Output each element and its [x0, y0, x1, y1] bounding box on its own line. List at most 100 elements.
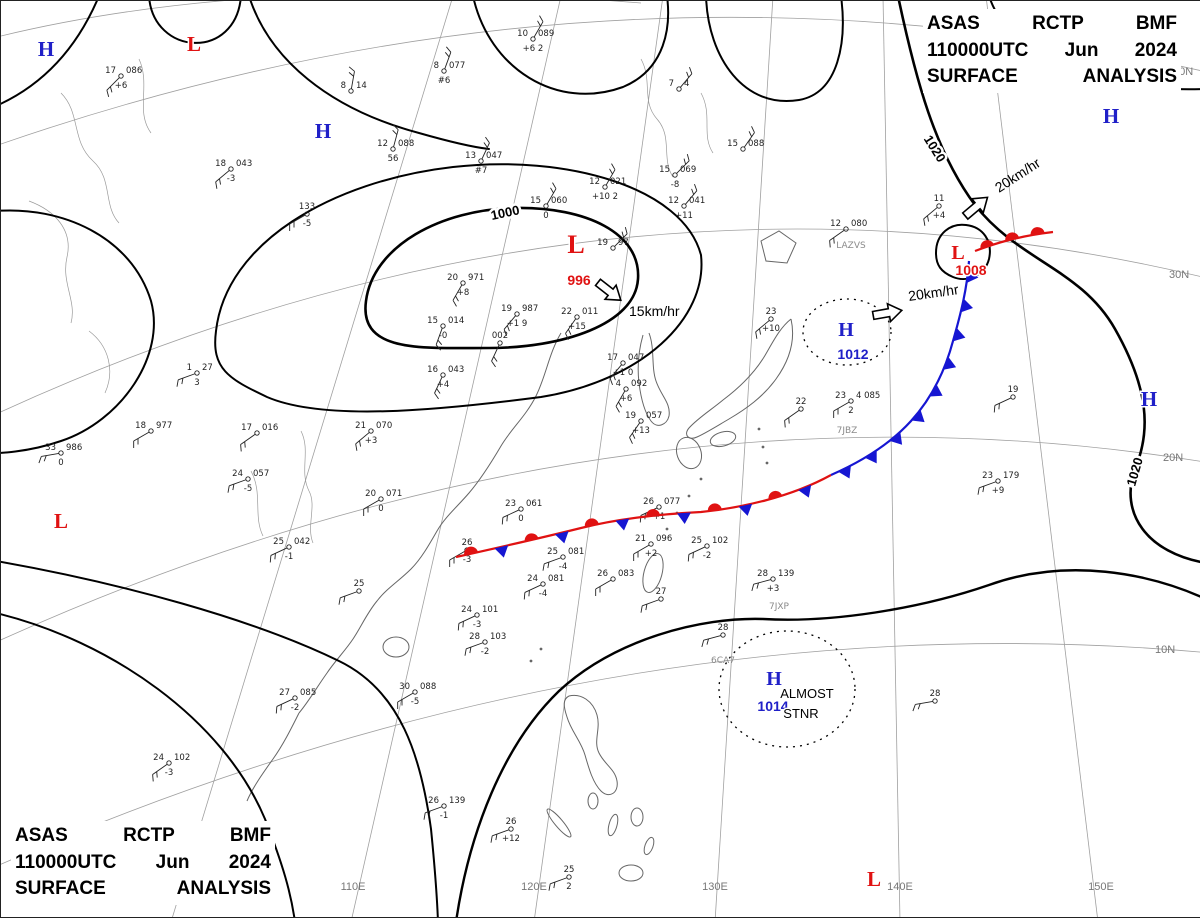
latitude-label: 30N: [1169, 269, 1189, 281]
warm-front-semicircle-icon: [1030, 227, 1045, 236]
wind-barb-tick-icon: [274, 553, 276, 560]
station-pressure-value: 077: [664, 497, 680, 507]
wind-barb-tick-icon: [611, 163, 616, 170]
wind-barb-tick-icon: [567, 329, 572, 335]
station-pressure-value: 971: [468, 273, 484, 283]
wind-barb-icon: [680, 73, 693, 88]
station-pressure-value: 077: [449, 61, 465, 71]
station-temp-value: 19: [625, 411, 636, 421]
isobar: [455, 569, 1200, 917]
station-circle-icon: [720, 632, 726, 638]
wind-barb-icon: [829, 229, 845, 241]
station-pressure-value: 069: [680, 165, 696, 175]
wind-barb-tick-icon: [269, 555, 272, 563]
chart-id-line: ASAS RCTP BMF: [15, 825, 271, 847]
wind-barb-tick-icon: [493, 356, 498, 362]
warm-front-semicircle-icon: [524, 533, 539, 542]
cold-front-triangle-icon: [864, 450, 877, 464]
station-pressure-value: 070: [376, 421, 392, 431]
low-pressure-symbol: L: [867, 867, 881, 891]
isobar-value-label: 1000: [489, 202, 520, 223]
wind-barb-tick-icon: [232, 484, 235, 491]
small-island-dot: [687, 494, 691, 498]
front-line: [974, 230, 1054, 253]
station-circle-icon: [518, 506, 524, 512]
wind-barb-tick-icon: [689, 66, 693, 74]
wind-barb-tick-icon: [759, 328, 761, 335]
station-temp-value: 21: [355, 421, 366, 431]
station-circle-icon: [148, 428, 154, 434]
station-plot: 25 2: [548, 865, 574, 892]
wind-barb-tick-icon: [244, 441, 246, 448]
isobar: [364, 206, 640, 350]
wind-barb-icon: [676, 160, 690, 174]
station-pressure-value: 047: [486, 151, 502, 161]
low-pressure-symbol: L: [54, 509, 68, 533]
station-temp-value: 26: [597, 569, 608, 579]
dashed-isobar: [802, 298, 892, 366]
wind-barb-icon: [614, 233, 628, 247]
station-plot: 12 088 56: [377, 124, 414, 164]
station-circle-icon: [497, 340, 503, 346]
wind-barb-icon: [444, 52, 452, 70]
warm-front-semicircle-icon: [584, 518, 599, 527]
wind-barb-icon: [629, 422, 641, 438]
station-temp-value: 21: [635, 534, 646, 544]
wind-barb-tick-icon: [240, 444, 242, 452]
station-pressure-value: 139: [449, 796, 465, 806]
wind-barb-tick-icon: [609, 168, 613, 175]
station-plot: 12 080: [829, 219, 867, 248]
station-change-value: +6: [620, 394, 633, 404]
movement-speed-label: 15km/hr: [629, 303, 680, 319]
station-value: 133: [299, 202, 315, 212]
station-value: 25: [354, 579, 365, 589]
station-change-value: -3: [473, 620, 481, 630]
station-temp-value: 4: [616, 379, 621, 389]
station-plot: 15 088: [727, 126, 764, 152]
wind-barb-tick-icon: [359, 440, 361, 447]
station-circle-icon: [356, 588, 362, 594]
coastline: [686, 318, 794, 439]
station-change-value: #7: [475, 166, 488, 176]
station-plot: 24 102-3: [152, 753, 190, 782]
wind-barb-tick-icon: [998, 403, 1000, 410]
high-pressure-symbol: H: [1103, 104, 1119, 128]
wind-barb-tick-icon: [435, 344, 442, 351]
wind-barb-tick-icon: [917, 703, 921, 710]
wind-barb-tick-icon: [833, 237, 835, 244]
station-circle-icon: [770, 576, 776, 582]
wind-barb-icon: [703, 635, 721, 641]
warm-front-semicircle-icon: [646, 509, 660, 517]
graticule-latitude-line: [1, 228, 1200, 413]
station-temp-value: 12: [377, 139, 388, 149]
station-circle-icon: [995, 478, 1001, 484]
station-plot: 17 086 +6: [105, 66, 142, 98]
wind-barb-icon: [41, 452, 59, 457]
station-change-value: 2: [566, 882, 571, 892]
station-plot: 26 083: [595, 569, 634, 596]
station-circle-icon: [440, 323, 446, 329]
station-temp-value: 12: [668, 196, 679, 206]
wind-barb-tick-icon: [106, 90, 110, 98]
station-circle-icon: [474, 612, 480, 618]
isobar: [1, 560, 439, 917]
station-change-value: +6 2: [523, 44, 544, 54]
cold-front-triangle-icon: [960, 298, 973, 313]
longitude-label: 150E: [1088, 881, 1114, 893]
station-circle-icon: [440, 372, 446, 378]
wind-barb-tick-icon: [993, 405, 996, 413]
station-value: 002: [492, 331, 508, 341]
station-change-value: 0: [58, 458, 63, 468]
wind-barb-tick-icon: [912, 704, 916, 712]
station-circle-icon: [1010, 394, 1016, 400]
coastline: [298, 332, 562, 714]
station-temp-value: 24: [461, 605, 472, 615]
warm-front-semicircle-icon: [768, 490, 783, 500]
wind-barb-tick-icon: [748, 131, 753, 137]
station-temp-value: 15: [530, 196, 541, 206]
station-plot: 26 077 +1: [639, 497, 680, 523]
station-pressure-value: 97: [618, 238, 629, 248]
isobar: [473, 1, 670, 95]
wind-barb-tick-icon: [640, 605, 643, 613]
station-circle-icon: [704, 543, 710, 549]
